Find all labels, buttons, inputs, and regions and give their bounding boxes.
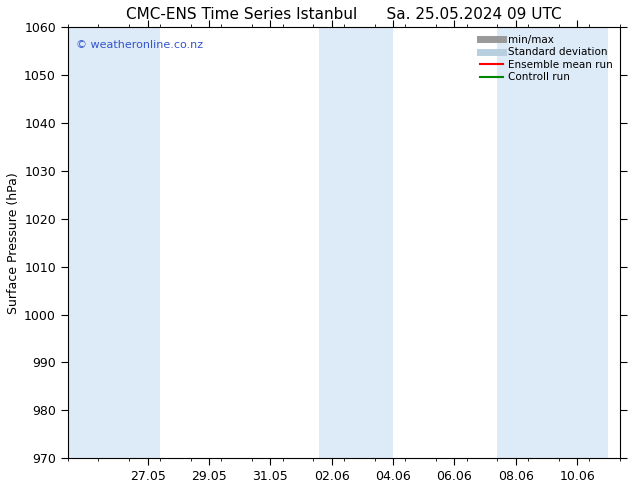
Y-axis label: Surface Pressure (hPa): Surface Pressure (hPa) bbox=[7, 172, 20, 314]
Bar bbox=[498, 27, 608, 458]
Bar bbox=[320, 27, 393, 458]
Bar bbox=[68, 27, 160, 458]
Text: © weatheronline.co.nz: © weatheronline.co.nz bbox=[76, 40, 204, 50]
Legend: min/max, Standard deviation, Ensemble mean run, Controll run: min/max, Standard deviation, Ensemble me… bbox=[478, 32, 615, 84]
Title: CMC-ENS Time Series Istanbul      Sa. 25.05.2024 09 UTC: CMC-ENS Time Series Istanbul Sa. 25.05.2… bbox=[126, 7, 562, 22]
